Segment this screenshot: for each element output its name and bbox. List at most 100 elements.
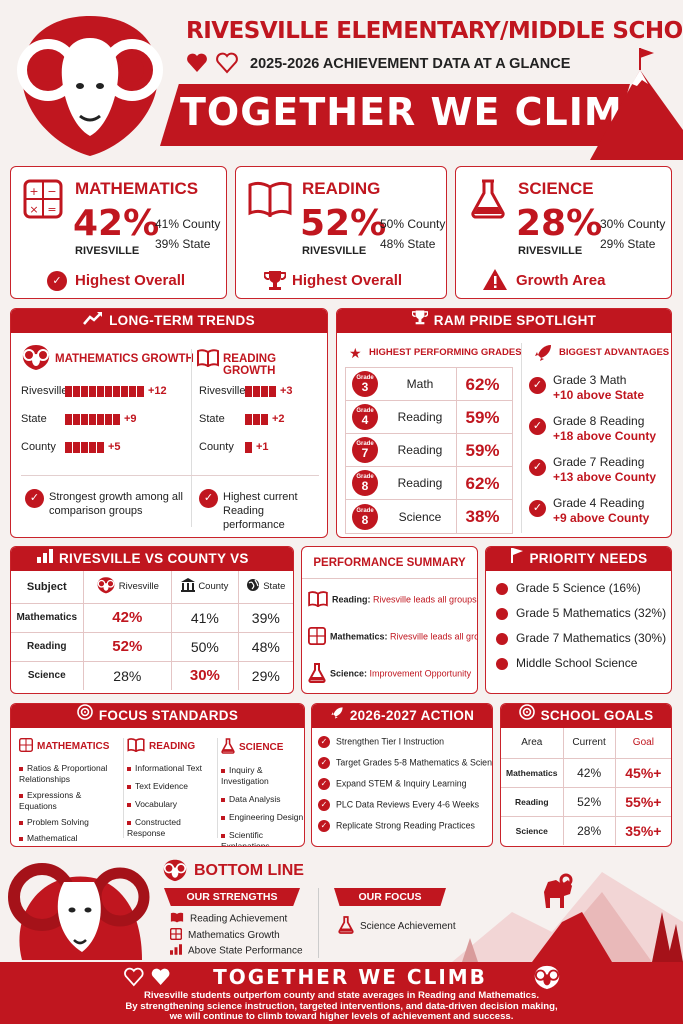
svg-text:+: +	[29, 185, 38, 198]
growth-segment	[261, 413, 268, 425]
growth-segment	[73, 385, 80, 397]
growth-segment	[89, 385, 96, 397]
growth-segment	[89, 441, 96, 453]
target-icon	[518, 704, 535, 728]
bottom-divider	[318, 888, 319, 958]
ram-small-icon	[21, 343, 51, 376]
ram-small-icon	[96, 576, 116, 597]
county-value: 30% County	[600, 217, 666, 231]
star-icon: ★	[349, 345, 362, 361]
check-icon: ✓	[529, 500, 546, 517]
growth-bar	[65, 413, 121, 425]
subject-title: MATHEMATICS	[75, 179, 199, 198]
list-item: Middle School Science	[496, 656, 671, 681]
grade-row: Grade 8 Reading 62%	[346, 466, 512, 500]
list-item: Grade 7 Mathematics (30%)	[496, 631, 671, 656]
growth-segment	[73, 413, 80, 425]
flask-small-icon	[338, 916, 354, 937]
list-item: Informational Text	[127, 763, 215, 774]
county-value: 50% County	[380, 217, 446, 231]
growth-segment	[137, 385, 144, 397]
goals-card: SCHOOL GOALS Area Current Goal Mathemati…	[500, 703, 672, 847]
strengths-banner	[164, 888, 300, 906]
compare-header: RIVESVILLE VS COUNTY VS STATE	[11, 547, 293, 590]
trend-up-icon	[83, 309, 103, 333]
subject-school-label: RIVESVILLE	[75, 245, 140, 257]
growth-segment	[269, 385, 276, 397]
trends-header: LONG-TERM TRENDS	[11, 309, 327, 333]
list-item: Reading Achievement	[170, 912, 303, 928]
list-item: Data Analysis	[221, 794, 304, 805]
calculator-small-icon	[19, 738, 33, 755]
calculator-small-icon	[308, 627, 326, 647]
growth-segment	[121, 385, 128, 397]
list-item: Above State Performance	[170, 944, 303, 960]
advantage-item: ✓ Grade 7 Reading +13 above County	[529, 455, 669, 496]
advantage-item: ✓ Grade 4 Reading +9 above County	[529, 496, 669, 537]
list-item: Ratios & Proportional Relationships	[19, 763, 108, 784]
check-icon: ✓	[529, 377, 546, 394]
list-item: Grade 5 Mathematics (32%)	[496, 606, 671, 631]
book-small-icon	[197, 349, 219, 372]
growth-segment	[97, 413, 104, 425]
subject-card-math: + − × = MATHEMATICS 42% RIVESVILLE 41% Coun…	[10, 166, 227, 299]
list-item: Mathematics Growth	[169, 927, 303, 944]
focus-divider	[217, 738, 218, 838]
ram-small-icon	[162, 858, 188, 887]
ram-logo-icon	[10, 8, 170, 158]
list-item: Scientific Explanations	[221, 830, 270, 847]
action-card: 2026-2027 ACTION PLAN ✓ Strengthen Tier I…	[311, 703, 493, 847]
flask-small-icon	[308, 663, 326, 685]
reading-growth-rows: Rivesville +3 State +2 County +1	[199, 385, 327, 469]
growth-segment	[113, 385, 120, 397]
advantage-item: ✓ Grade 3 Math +10 above State	[529, 373, 669, 414]
trophy-icon	[411, 309, 429, 333]
pride-header: RAM PRIDE SPOTLIGHT	[337, 309, 671, 333]
subject-percent: 28%	[516, 203, 603, 244]
growth-segment	[89, 413, 96, 425]
summary-card: PERFORMANCE SUMMARY Reading: Rivesville …	[301, 546, 478, 694]
compare-title: RIVESVILLE VS COUNTY VS STATE	[37, 551, 249, 591]
footer-ram-icon	[532, 964, 562, 995]
pride-card: RAM PRIDE SPOTLIGHT ★ HIGHEST PERFORMING…	[336, 308, 672, 538]
grade-badge: Grade 8	[352, 503, 378, 530]
goals-table: Area Current Goal Mathematics 42% 45%+ R…	[501, 728, 671, 845]
math-growth-title: MATHEMATICS GROWTH	[55, 353, 194, 365]
growth-segment	[65, 413, 72, 425]
heart-icons	[186, 52, 242, 79]
focus-list: Science Achievement	[338, 916, 456, 937]
growth-segment	[105, 385, 112, 397]
summary-title: PERFORMANCE SUMMARY	[302, 547, 477, 579]
table-row: Reading 52% 50% 48%	[11, 632, 293, 661]
grade-row: Grade 8 Science 38%	[346, 500, 512, 533]
growth-bar	[245, 441, 253, 453]
subject-note: Growth Area	[516, 272, 606, 289]
strengths-title: OUR STRENGTHS	[186, 891, 278, 903]
list-item: Constructed Response	[127, 817, 181, 838]
list-item: ✓ PLC Data Reviews Every 4-6 Weeks	[318, 799, 492, 820]
focus-reading: READING Informational Text Text Evidence…	[127, 738, 215, 839]
math-growth-note: Strongest growth among all comparison gr…	[49, 491, 183, 517]
globe-icon	[246, 578, 260, 595]
table-row: Reading 52% 55%+	[501, 787, 671, 816]
focus-banner	[334, 888, 446, 906]
county-value: 41% County	[155, 217, 221, 231]
growth-row: Rivesville +12	[21, 385, 167, 397]
grade-badge: Grade 4	[352, 404, 378, 430]
subject-card-reading: READING 52% RIVESVILLE 50% County 48% St…	[235, 166, 447, 299]
header: RIVESVILLE ELEMENTARY/MIDDLE SCHOOL 2025…	[0, 0, 683, 160]
list-item: Vocabulary	[127, 799, 215, 810]
table-row: Mathematics 42% 45%+	[501, 758, 671, 787]
growth-bar	[65, 441, 105, 453]
growth-segment	[129, 385, 136, 397]
flask-small-icon	[221, 738, 235, 757]
bullet-icon	[496, 657, 508, 670]
focus-card: FOCUS STANDARDS MATHEMATICS Ratios & Pro…	[10, 703, 305, 847]
calculator-icon: + − × =	[23, 179, 63, 224]
grade-badge: Grade 3	[352, 371, 378, 397]
growth-segment	[81, 441, 88, 453]
growth-segment	[97, 441, 104, 453]
flask-icon	[470, 179, 506, 224]
growth-segment	[113, 413, 120, 425]
priority-header: PRIORITY NEEDS	[486, 547, 671, 571]
